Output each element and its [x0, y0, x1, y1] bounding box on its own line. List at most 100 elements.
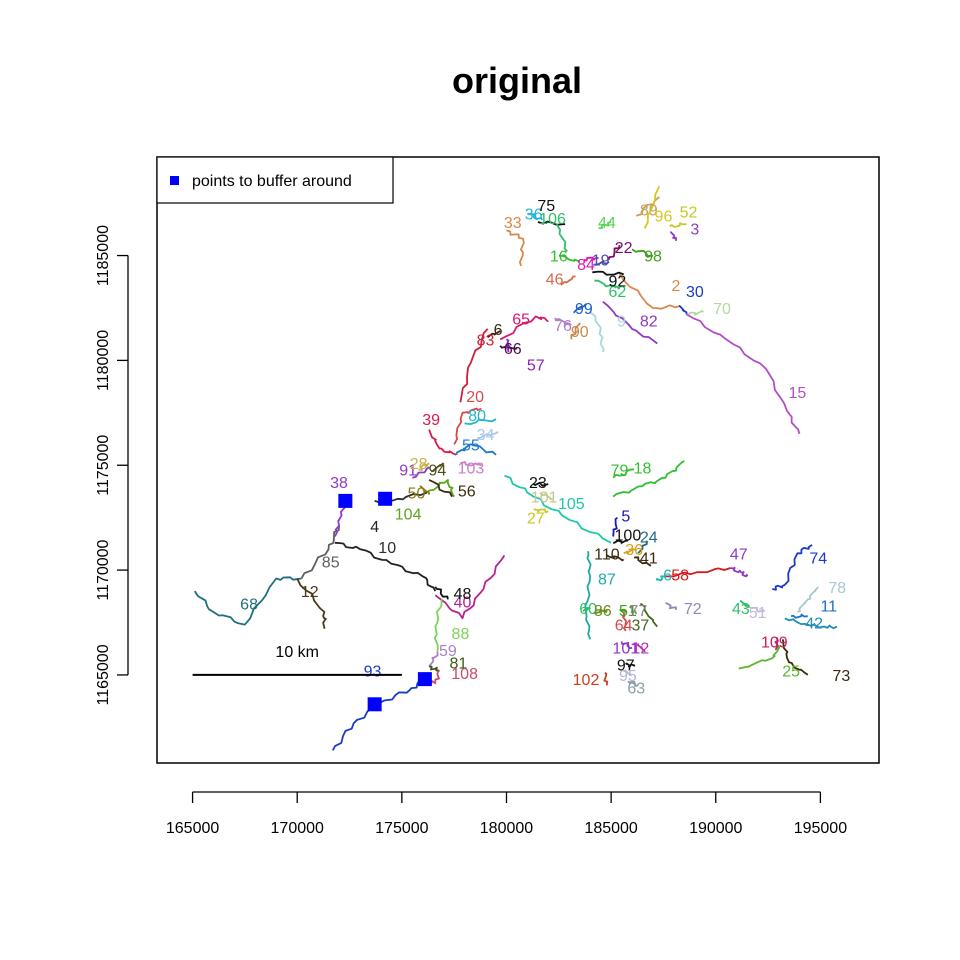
segment-id-label: 60: [579, 601, 597, 618]
segment-id-label: 48: [454, 586, 472, 603]
segment-line: [554, 317, 572, 326]
segment-id-label: 30: [686, 284, 704, 301]
segment-line: [631, 248, 654, 257]
segment-line: [618, 273, 681, 310]
segment-line: [592, 270, 625, 276]
segment-id-label: 15: [788, 385, 806, 402]
segment-id-label: 9: [617, 314, 626, 331]
segment-id-label: 36: [625, 542, 643, 559]
segment-id-label: 23: [529, 475, 547, 492]
segment-id-label: 37: [632, 618, 650, 635]
buffer-points: [338, 491, 432, 712]
buffer-point-marker: [367, 697, 382, 712]
segment-id-label: 38: [330, 475, 348, 492]
segment-line: [433, 599, 443, 653]
segment-id-label: 82: [640, 314, 658, 331]
segment-id-label: 5: [621, 509, 630, 526]
segment-id-label: 66: [504, 341, 522, 358]
segment-line: [634, 556, 652, 567]
segment-id-label: 12: [632, 641, 650, 658]
segment-line: [487, 330, 501, 339]
segment-id-label: 59: [439, 643, 457, 660]
segment-line: [738, 644, 782, 670]
segment-id-label: 99: [575, 301, 593, 318]
segment-line: [608, 244, 621, 260]
segment-id-label: 40: [454, 595, 472, 612]
segment-line: [637, 540, 648, 554]
segment-line: [663, 567, 731, 578]
segment-id-label: 47: [730, 546, 748, 563]
segment-id-label: 102: [573, 672, 600, 689]
segment-id-label: 64: [615, 618, 633, 635]
segment-id-label: 63: [627, 681, 645, 698]
segment-line: [459, 328, 489, 403]
segment-id-label: 39: [422, 412, 440, 429]
segment-id-label: 6: [663, 567, 672, 584]
segment-id-label: 101: [531, 490, 558, 507]
segment-id-label: 3: [690, 221, 699, 238]
segment-line: [730, 566, 749, 578]
segment-line: [751, 606, 765, 613]
segment-line: [573, 303, 587, 314]
segment-line: [593, 260, 610, 266]
segment-line: [639, 602, 658, 628]
segment-line: [670, 231, 677, 241]
legend: points to buffer around: [156, 156, 394, 204]
segment-line: [593, 608, 608, 614]
segment-line: [665, 602, 677, 610]
segment-line: [627, 680, 639, 687]
segment-line: [583, 256, 599, 262]
segment-id-label: 98: [644, 249, 662, 266]
segment-id-label: 104: [395, 506, 422, 523]
segment-line: [505, 338, 511, 353]
segment-id-label: 51: [619, 603, 637, 620]
segment-id-label: 109: [761, 634, 788, 651]
segment-line: [555, 223, 568, 252]
scale-bar-label: 10 km: [275, 644, 319, 661]
x-tick-label: 165000: [166, 820, 219, 837]
scale-bar: 10 km: [192, 644, 402, 676]
segment-id-label: 56: [458, 483, 476, 500]
segment-line: [623, 669, 633, 676]
segment-line: [428, 479, 453, 498]
segment-id-label: 27: [527, 511, 545, 528]
segment-id-label: 22: [615, 240, 633, 257]
segment-id-label: 65: [512, 311, 530, 328]
segment-line: [499, 344, 518, 350]
segment-line: [539, 491, 553, 501]
legend-marker-square: [170, 176, 179, 185]
segment-line: [570, 322, 581, 340]
segment-id-label: 106: [539, 211, 566, 228]
segment-id-label: 12: [301, 584, 319, 601]
segment-id-label: 73: [832, 668, 850, 685]
x-tick-label: 190000: [689, 820, 742, 837]
chart-title: original: [452, 60, 582, 101]
segment-id-label: 77: [629, 603, 647, 620]
segment-id-label: 83: [477, 332, 495, 349]
segment-id-label: 55: [462, 437, 480, 454]
segment-line: [774, 636, 779, 651]
segment-line: [643, 186, 661, 229]
segment-line: [612, 468, 635, 479]
y-axis: 1165000 1170000 1175000 1180000 1185000: [95, 225, 129, 705]
segment-id-label: 4: [370, 519, 379, 536]
segment-line: [533, 508, 549, 513]
y-tick-label: 1175000: [95, 435, 112, 496]
segment-line: [419, 485, 430, 495]
segment-line: [678, 305, 688, 315]
segment-id-label: 19: [592, 253, 610, 270]
segment-line: [636, 643, 646, 653]
segment-id-label: 90: [571, 324, 589, 341]
segment-id-label: 33: [504, 215, 522, 232]
segment-id-label: 81: [449, 655, 467, 672]
segment-id-label: 101: [612, 641, 639, 658]
segment-line: [739, 600, 751, 609]
legend-entry-label: points to buffer around: [192, 173, 352, 190]
segment-line: [426, 479, 455, 498]
buffer-point-marker: [378, 491, 393, 506]
segment-id-label: 105: [558, 496, 585, 513]
segment-id-label: 28: [410, 456, 428, 473]
plot-frame: [156, 156, 880, 764]
